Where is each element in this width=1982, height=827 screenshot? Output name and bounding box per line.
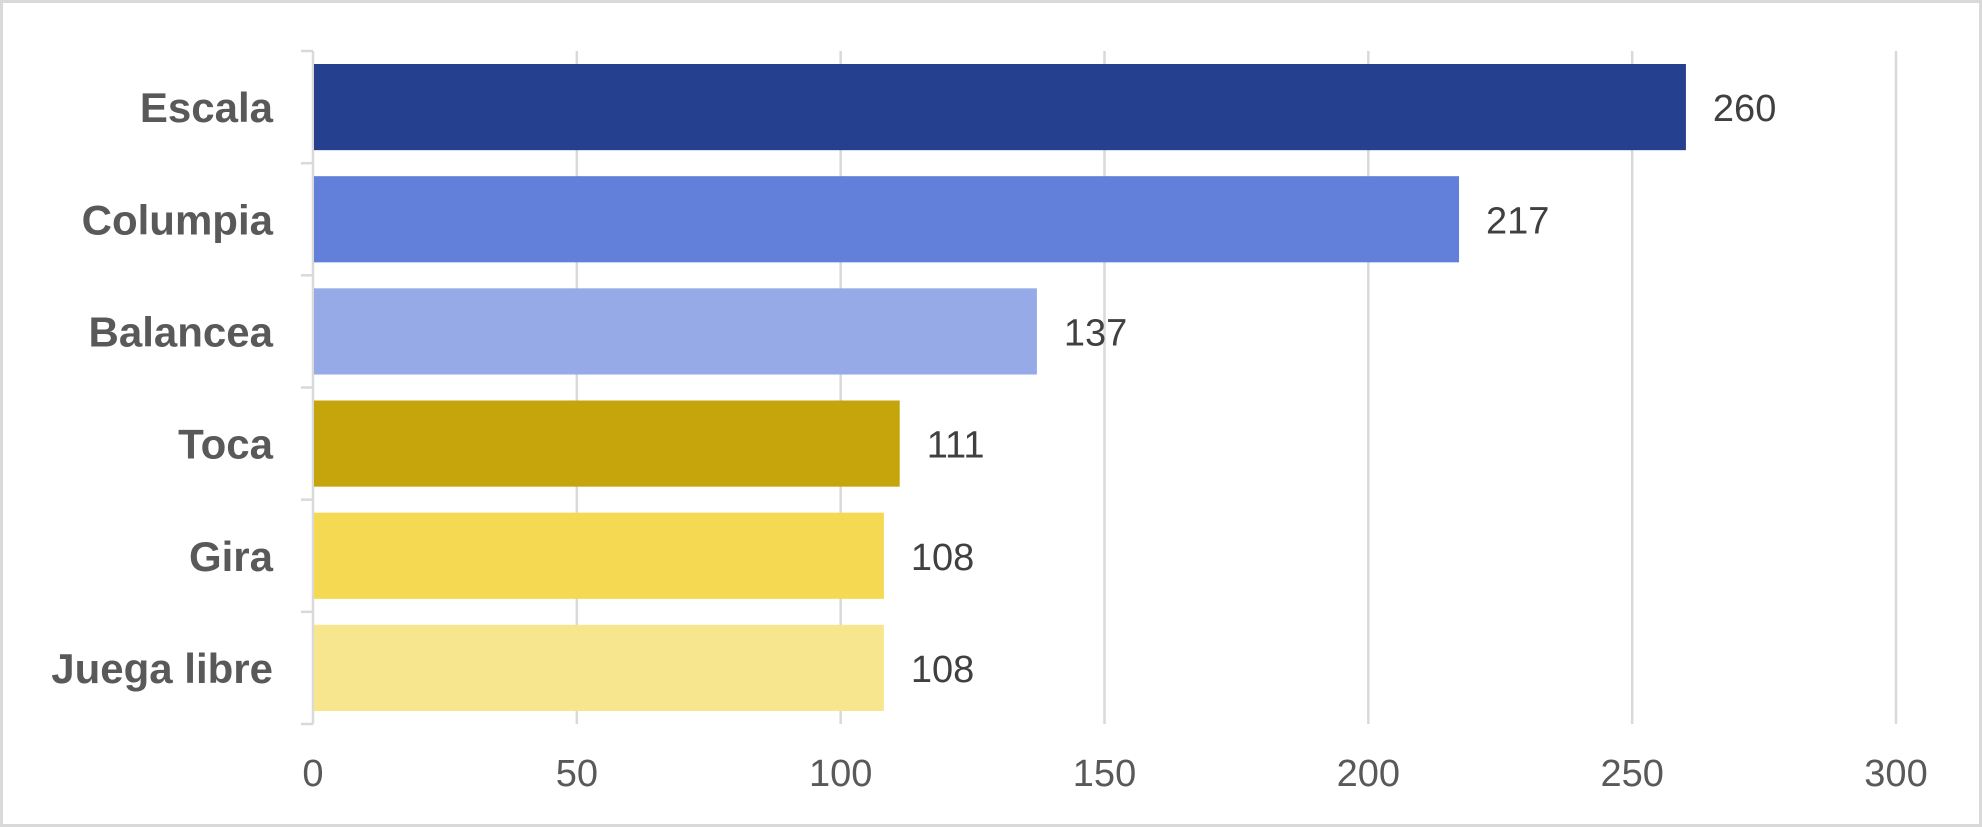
bar-columpia (314, 176, 1460, 263)
x-tick-label: 150 (1073, 753, 1136, 795)
bar-balancea (314, 288, 1037, 375)
x-tick-label: 0 (302, 753, 323, 795)
bar-juega-libre (314, 624, 884, 711)
bar-gira (314, 512, 884, 599)
x-tick-label: 200 (1337, 753, 1400, 795)
category-label: Balancea (89, 308, 274, 355)
x-tick-label: 100 (809, 753, 872, 795)
category-label: Escala (140, 84, 274, 131)
category-label: Gira (189, 533, 274, 580)
category-label: Juega libre (51, 645, 273, 692)
bar-toca (314, 400, 900, 487)
x-tick-label: 250 (1600, 753, 1663, 795)
x-tick-label: 300 (1864, 753, 1927, 795)
data-label: 137 (1064, 312, 1127, 354)
category-label: Toca (178, 421, 274, 468)
data-label: 108 (911, 537, 974, 579)
bar-escala (314, 64, 1686, 151)
data-label: 260 (1713, 88, 1776, 130)
category-label: Columpia (82, 196, 274, 243)
data-label: 111 (927, 425, 985, 467)
data-label: 108 (911, 649, 974, 691)
data-label: 217 (1486, 200, 1549, 242)
x-tick-label: 50 (556, 753, 598, 795)
